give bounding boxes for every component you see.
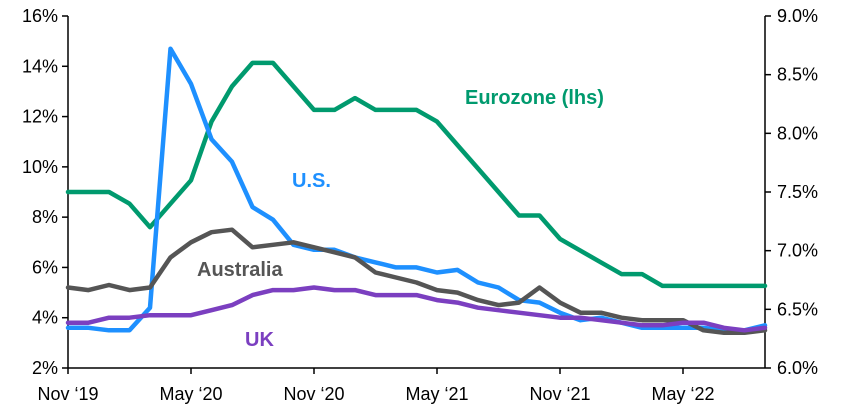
left-tick-label: 14% xyxy=(22,56,58,76)
x-tick-label: Nov ‘20 xyxy=(283,384,344,404)
series-line-u-s xyxy=(65,46,768,333)
right-tick-label: 7.5% xyxy=(777,182,818,202)
left-tick-label: 2% xyxy=(32,358,58,378)
right-tick-label: 8.5% xyxy=(777,65,818,85)
right-tick-label: 8.0% xyxy=(777,123,818,143)
x-tick-label: May ‘21 xyxy=(405,384,468,404)
left-tick-label: 4% xyxy=(32,308,58,328)
left-tick-label: 12% xyxy=(22,107,58,127)
axes: 2% 4% 6% 8% 10% 12% 14% 16% 6.0% 6.5% 7.0% 7.5% 8.0%… xyxy=(22,6,818,404)
left-tick-label: 10% xyxy=(22,157,58,177)
series-label-australia: Australia xyxy=(197,259,283,281)
left-tick-label: 16% xyxy=(22,6,58,26)
series-line-uk xyxy=(65,285,768,333)
x-tick-label: May ‘20 xyxy=(159,384,222,404)
series-label-eurozone-lhs: Eurozone (lhs) xyxy=(465,87,604,109)
x-tick-label: Nov ‘21 xyxy=(529,384,590,404)
series-lines xyxy=(65,46,768,336)
right-tick-label: 9.0% xyxy=(777,6,818,26)
right-tick-label: 7.0% xyxy=(777,241,818,261)
right-tick-label: 6.5% xyxy=(777,299,818,319)
left-tick-label: 8% xyxy=(32,207,58,227)
series-labels: Eurozone (lhs) U.S. Australia UK xyxy=(197,87,604,351)
x-tick-label: May ‘22 xyxy=(651,384,714,404)
x-tick-label: Nov ‘19 xyxy=(37,384,98,404)
right-tick-label: 6.0% xyxy=(777,358,818,378)
series-label-uk: UK xyxy=(245,329,274,351)
left-tick-label: 6% xyxy=(32,257,58,277)
series-label-u-s: U.S. xyxy=(292,170,331,192)
series-line-australia xyxy=(65,227,768,336)
series-line-eurozone-lhs xyxy=(65,60,768,289)
